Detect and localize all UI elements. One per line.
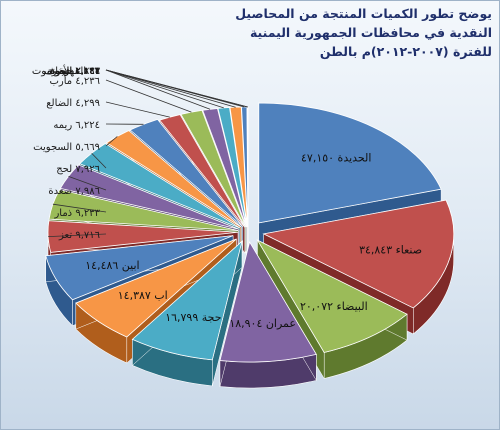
slice-18-label: ٢,١٦٦ شبوه [50, 66, 100, 77]
slice-3-label: البيضاء ٢٠,٠٧٢ [300, 300, 368, 313]
slice-4-label: عمران ١٨,٩٠٤ [229, 317, 296, 330]
slice-6-label: اب ١٤,٣٨٧ [118, 289, 168, 302]
slice-5-label: حجة ١٦,٧٩٩ [165, 311, 221, 324]
slice-16-top [202, 108, 247, 228]
chart-title-line2: للفترة (٢٠٠٧-٢٠١٢)م بالطن [319, 44, 492, 59]
chart-title-line1: يوضح تطور الكميات المنتجة من المحاصيل ال… [235, 6, 492, 40]
slice-2-top [262, 199, 455, 309]
slice-21-label: ٤١ المهرة [59, 66, 100, 77]
slice-20-label: ١٣١ عدن [62, 66, 100, 77]
slice-10-label: ٧,٩٨٦ صعدة [48, 186, 100, 197]
slice-16-leader [105, 69, 211, 110]
slice-21-leader [105, 69, 248, 108]
slice-18-leader [105, 69, 236, 108]
slice-4-top [219, 240, 317, 363]
slice-1-label: الحديدة ٤٧,١٥٠ [301, 152, 371, 165]
chart-title: يوضح تطور الكميات المنتجة من المحاصيل ال… [200, 4, 492, 61]
slice-9-leader [52, 203, 107, 213]
slice-19-label: ١,٠٤٣ الأمانة [47, 64, 101, 77]
slice-2-label: صنعاء ٣٤,٨٤٣ [359, 243, 422, 256]
slice-14-label: ٤,٢٩٩ الضالع [46, 98, 100, 109]
slice-13-label: ٦,٢٢٤ ريمه [53, 120, 100, 131]
slice-14-top [158, 114, 246, 228]
slice-13-top [129, 118, 244, 227]
slice-8-leader [48, 233, 107, 238]
slice-labels: الحديدة ٤٧,١٥٠ صنعاء ٣٤,٨٤٣ البيضاء ٢٠,٠٧٢… [32, 64, 422, 330]
slice-11-leader [91, 152, 107, 169]
slice-15-top [180, 109, 247, 228]
slice-14-leader [105, 101, 170, 118]
slice-12-leader [105, 136, 118, 147]
label-leaders [48, 69, 248, 238]
slice-12-label: ٥,٦٦٩ السجويت [33, 142, 100, 153]
slice-17-leader [105, 69, 224, 109]
slice-7-top [45, 235, 234, 301]
slice-15-leader [105, 79, 192, 113]
slice-9-label: ٩,٢٣٣ ذمار [53, 208, 100, 219]
slice-16-label: ٢,٨٩٣ الجوف [44, 66, 100, 77]
slice-10-leader [68, 175, 107, 191]
slice-15-label: ٤,٢٣٦ مارب [50, 76, 101, 87]
slice-7-label: ابين ١٤,٤٨٦ [85, 259, 139, 272]
slice-5-top [131, 240, 243, 361]
slice-8-label: ٩,٧١٦ تعز [58, 230, 100, 241]
slice-1-top [258, 102, 442, 224]
slice-17-label: ٢,٢٤٤ حضرموت [32, 66, 100, 77]
slice-3-top [256, 239, 408, 353]
slice-11-label: ٧,٩٢٦ لحج [56, 164, 100, 175]
slice-6-top [75, 238, 237, 338]
